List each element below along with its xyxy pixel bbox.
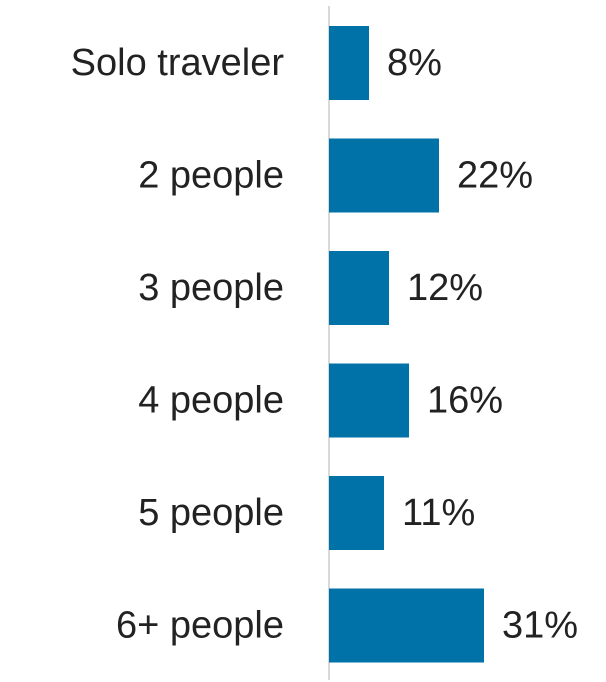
- category-label-1: Solo traveler: [71, 42, 285, 84]
- bar-2: [329, 138, 439, 213]
- value-label-2: 22%: [457, 155, 533, 197]
- bar-4: [329, 363, 409, 438]
- bar-1: [329, 26, 369, 100]
- category-label-3: 3 people: [138, 267, 284, 309]
- value-label-1: 8%: [387, 42, 442, 84]
- bar-6: [329, 588, 484, 663]
- value-label-3: 12%: [407, 267, 483, 309]
- bars-group: Solo traveler 8% 2 people 22% 3 people 12% 4 p…: [71, 26, 578, 663]
- category-label-2: 2 people: [138, 155, 284, 197]
- bar-3: [329, 251, 389, 325]
- category-label-6: 6+ people: [116, 605, 284, 647]
- bar-5: [329, 476, 384, 550]
- value-label-4: 16%: [427, 380, 503, 422]
- value-label-6: 31%: [502, 605, 578, 647]
- value-label-5: 11%: [402, 492, 475, 534]
- category-label-4: 4 people: [138, 380, 284, 422]
- category-label-5: 5 people: [138, 492, 284, 534]
